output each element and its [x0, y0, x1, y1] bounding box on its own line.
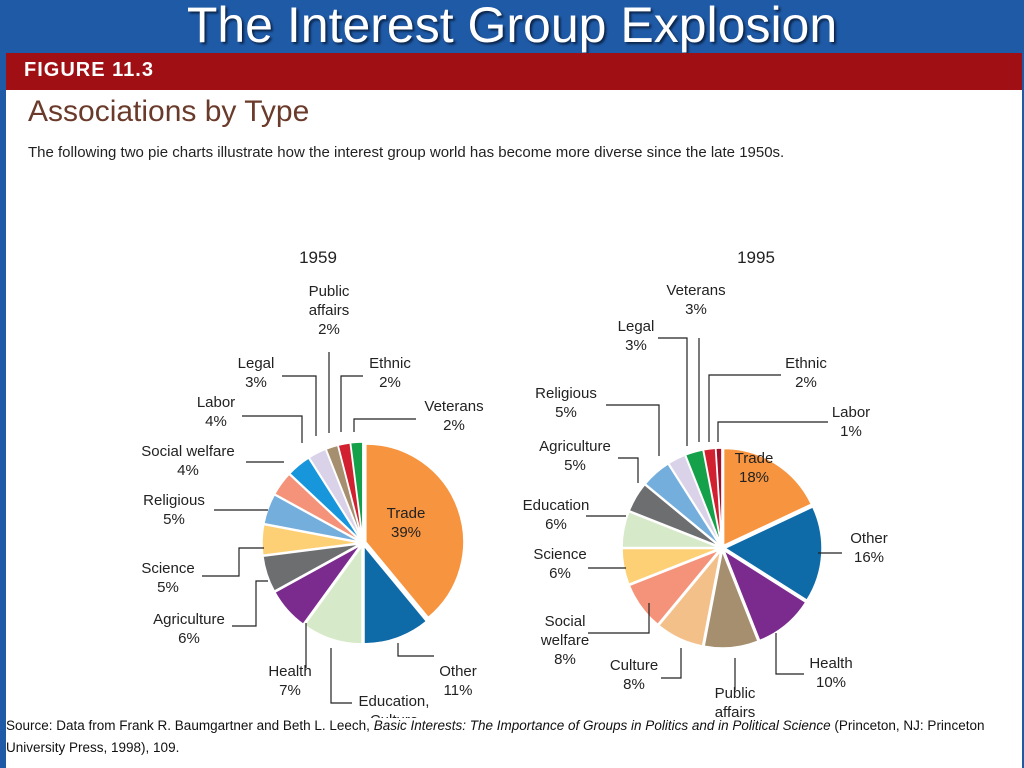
- slice-label-labor: Labor 1%: [832, 404, 870, 440]
- slice-label-science: Science 5%: [141, 560, 194, 596]
- pie-slice-health: [722, 548, 807, 642]
- leader-line-labor: [717, 421, 828, 442]
- pie-slice-agriculture: [262, 543, 361, 593]
- slide-title: The Interest Group Explosion: [186, 0, 838, 53]
- pie-chart-1995: 1995 Trade 18% Other 16% Health 10% Public affai…: [523, 248, 888, 718]
- leader-line-religious: [606, 404, 660, 456]
- slice-label-social-welfare: Social welfare 4%: [141, 443, 234, 479]
- slice-label-other: Other 11%: [439, 663, 477, 699]
- pie-slice-trade: [722, 447, 813, 547]
- pie-slice-agriculture: [628, 483, 720, 548]
- pie-slice-trade: [365, 443, 465, 619]
- figure-heading: Associations by Type: [28, 95, 310, 128]
- leader-line-ethnic: [340, 375, 363, 432]
- slice-label-ethnic: Ethnic 2%: [369, 355, 411, 391]
- pie-slice-health: [273, 544, 362, 626]
- leader-line-other: [397, 643, 434, 657]
- leader-line-agriculture: [232, 580, 268, 627]
- slice-label-trade: Trade 39%: [387, 505, 426, 541]
- leader-line-ethnic: [708, 374, 781, 442]
- pie-slice-science: [261, 523, 361, 557]
- leader-line-culture: [661, 648, 682, 679]
- source-suffix: (Princeton, NJ: Princeton University Pre…: [6, 718, 985, 755]
- slice-label-science: Science 6%: [533, 546, 586, 582]
- slice-label-health: Health 10%: [809, 655, 852, 691]
- pie-title: 1995: [737, 248, 775, 267]
- pie-slice-culture: [657, 550, 722, 647]
- slice-label-agriculture: Agriculture 5%: [539, 438, 611, 474]
- slice-label-other: Other 16%: [850, 530, 888, 566]
- pie-slice-veterans: [349, 441, 364, 541]
- figure-caption: The following two pie charts illustrate …: [28, 144, 785, 161]
- pie-slice-religious: [644, 462, 721, 547]
- leader-line-social-welfare: [588, 603, 650, 634]
- leader-line-veterans: [353, 418, 416, 432]
- source-prefix: Source: Data from Frank R. Baumgartner a…: [6, 718, 374, 733]
- slice-label-religious: Religious 5%: [535, 385, 597, 421]
- leader-line-health: [775, 633, 804, 675]
- slice-label-public-affairs: Publicaffairs9%: [715, 685, 756, 718]
- pie-slice-social-welfare: [628, 549, 721, 626]
- pie-slice-education-culture: [303, 543, 363, 645]
- slice-label-education-culture: Education,Culture10%: [359, 693, 430, 718]
- slice-label-health: Health 7%: [268, 663, 311, 699]
- leader-line-education-culture: [330, 648, 352, 704]
- figure-label: FIGURE 11.3: [24, 59, 154, 81]
- slice-label-legal: Legal 3%: [618, 318, 655, 354]
- pie-slice-other: [723, 505, 823, 602]
- figure-bar: FIGURE 11.3: [6, 53, 1022, 90]
- source-book-title: Basic Interests: The Importance of Group…: [373, 718, 831, 733]
- pie-slice-public-affairs: [703, 548, 759, 649]
- slice-label-legal: Legal 3%: [238, 355, 275, 391]
- figure-panel: FIGURE 11.3 Associations by Type The fol…: [6, 53, 1022, 768]
- slice-label-social-welfare: Social welfare 8%: [540, 613, 589, 668]
- slice-label-veterans: Veterans 2%: [424, 398, 483, 434]
- leader-line-agriculture: [618, 457, 639, 483]
- pie-slice-other: [363, 543, 428, 645]
- pie-slice-social-welfare: [273, 473, 362, 542]
- leader-line-labor: [242, 415, 303, 443]
- leader-line-legal: [658, 337, 688, 446]
- slice-label-public-affairs: Public affairs 2%: [309, 283, 350, 338]
- pie-slice-science: [621, 547, 720, 586]
- slice-label-ethnic: Ethnic 2%: [785, 355, 827, 391]
- pie-slice-religious: [263, 493, 361, 543]
- slice-label-religious: Religious 5%: [143, 492, 205, 528]
- slice-label-culture: Culture 8%: [610, 657, 658, 693]
- pie-slice-labor: [715, 447, 723, 546]
- pie-slice-education: [621, 510, 720, 549]
- source-note: Source: Data from Frank R. Baumgartner a…: [6, 715, 1016, 759]
- leader-line-science: [202, 547, 264, 577]
- slice-label-labor: Labor 4%: [197, 394, 235, 430]
- slice-label-agriculture: Agriculture 6%: [153, 611, 225, 647]
- leader-line-legal: [282, 375, 317, 436]
- pie-title: 1959: [299, 248, 337, 267]
- slice-label-veterans: Veterans 3%: [666, 282, 725, 318]
- slice-label-trade: Trade 18%: [735, 450, 774, 486]
- slice-label-education: Education 6%: [523, 497, 590, 533]
